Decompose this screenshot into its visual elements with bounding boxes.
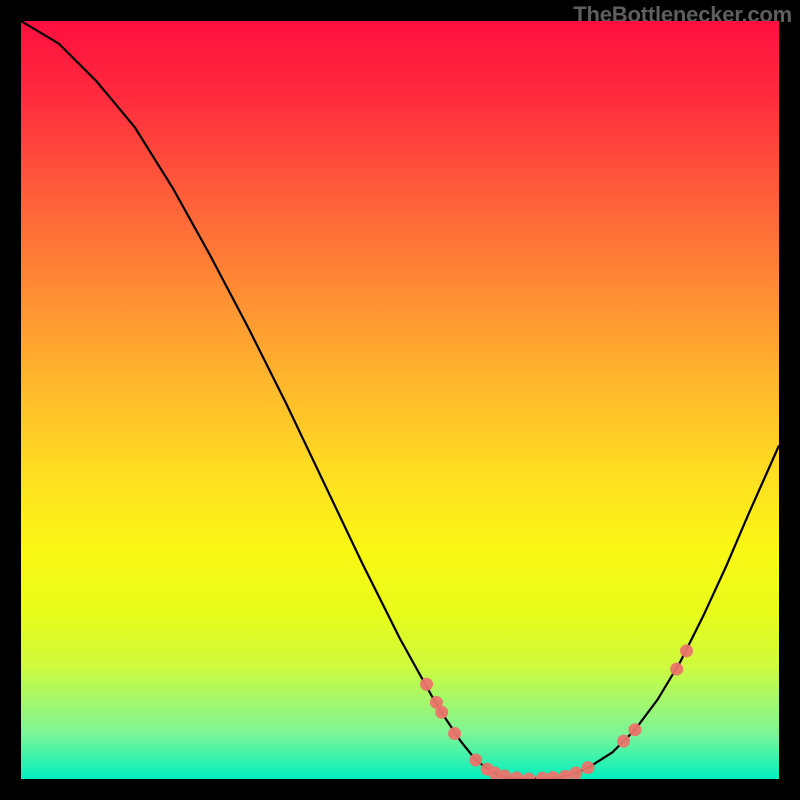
plot-svg — [21, 21, 779, 779]
marker-dot — [670, 663, 683, 676]
plot-area — [21, 21, 779, 779]
gradient-bg — [21, 21, 779, 779]
chart-canvas: TheBottlenecker.com — [0, 0, 800, 800]
marker-dot — [569, 766, 582, 779]
marker-dot — [628, 723, 641, 736]
marker-dot — [617, 735, 630, 748]
marker-dot — [469, 754, 482, 767]
marker-dot — [680, 644, 693, 657]
marker-dot — [435, 706, 448, 719]
marker-dot — [448, 727, 461, 740]
marker-dot — [581, 761, 594, 774]
marker-dot — [420, 678, 433, 691]
